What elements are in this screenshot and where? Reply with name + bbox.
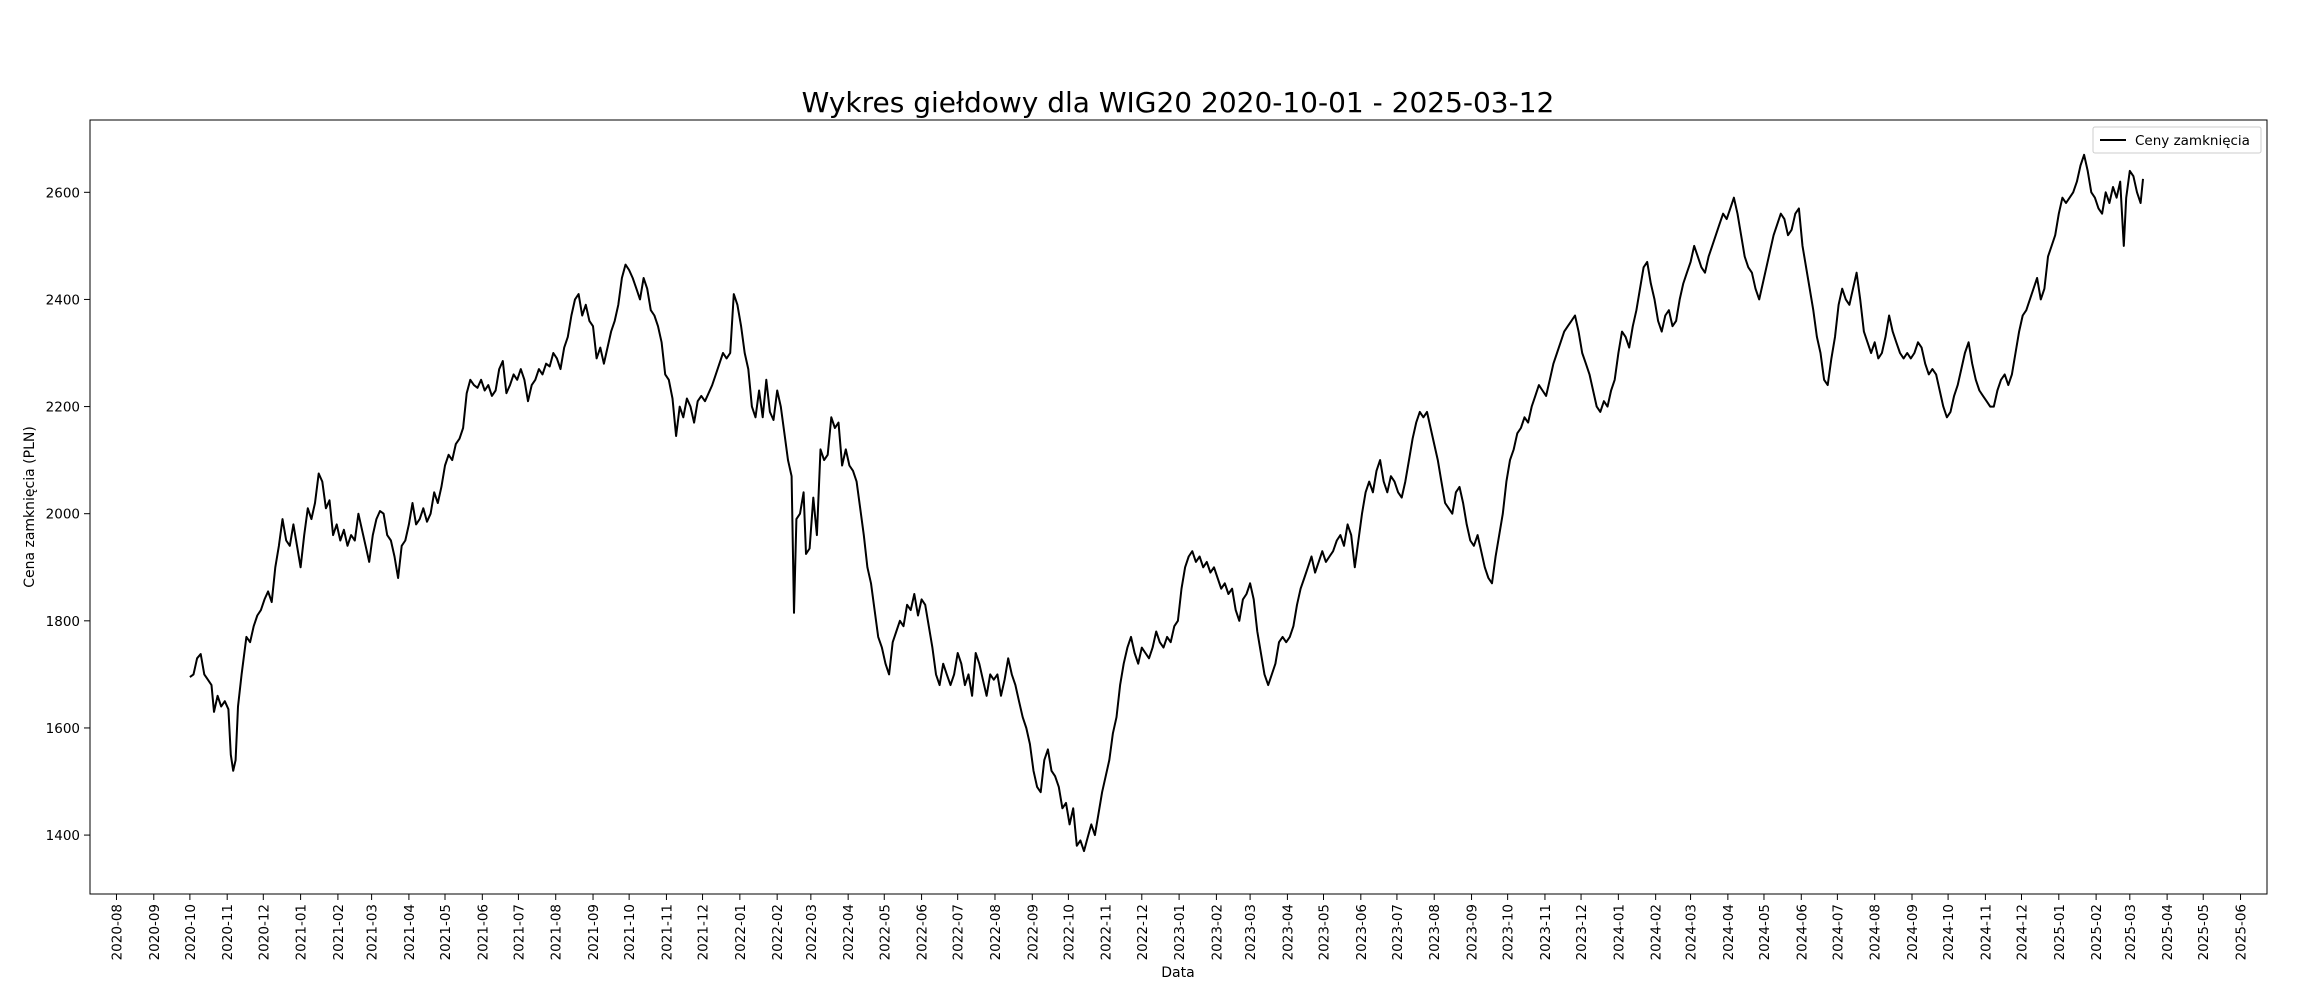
x-tick-label: 2020-10 — [183, 904, 199, 960]
x-tick-label: 2021-12 — [696, 904, 712, 960]
x-tick-label: 2024-10 — [1941, 904, 1957, 960]
legend-box — [2092, 126, 2262, 154]
x-tick-label: 2022-06 — [915, 904, 931, 960]
y-tick-label: 2600 — [46, 185, 80, 201]
x-tick-label: 2024-06 — [1794, 904, 1810, 960]
x-tick-label: 2023-01 — [1172, 904, 1188, 960]
x-tick-label: 2021-08 — [549, 904, 565, 960]
y-axis-label: Cena zamknięcia (PLN) — [22, 426, 38, 588]
y-tick-label: 2400 — [46, 292, 80, 308]
x-tick-label: 2024-02 — [1649, 904, 1665, 960]
x-tick-label: 2023-09 — [1465, 904, 1481, 960]
x-tick-label: 2022-11 — [1099, 904, 1115, 960]
x-tick-label: 2021-07 — [511, 904, 527, 960]
x-tick-label: 2023-06 — [1354, 904, 1370, 960]
legend: Ceny zamknięcia — [2092, 126, 2262, 154]
x-tick-label: 2023-02 — [1209, 904, 1225, 960]
y-tick-label: 1600 — [46, 721, 80, 737]
x-tick-label: 2024-07 — [1830, 904, 1846, 960]
x-tick-label: 2024-05 — [1757, 904, 1773, 960]
x-tick-label: 2023-10 — [1501, 904, 1517, 960]
x-tick-label: 2022-03 — [804, 904, 820, 960]
x-tick-label: 2021-01 — [294, 904, 310, 960]
x-axis-label: Data — [1161, 965, 1194, 981]
x-tick-label: 2023-07 — [1390, 904, 1406, 960]
y-axis: 1400 1600 1800 2000 2200 2400 2600 — [46, 185, 90, 844]
x-tick-label: 2023-12 — [1574, 904, 1590, 960]
y-tick-label: 1800 — [46, 614, 80, 630]
x-tick-label: 2022-09 — [1025, 904, 1041, 960]
x-tick-label: 2022-12 — [1135, 904, 1151, 960]
x-tick-label: 2021-11 — [659, 904, 675, 960]
x-tick-label: 2025-05 — [2196, 904, 2212, 960]
x-tick-label: 2024-11 — [1978, 904, 1994, 960]
y-tick-label: 2000 — [46, 507, 80, 523]
x-tick-label: 2021-06 — [475, 904, 491, 960]
x-tick-label: 2025-02 — [2089, 904, 2105, 960]
x-tick-label: 2023-11 — [1538, 904, 1554, 960]
x-tick-label: 2021-03 — [365, 904, 381, 960]
x-tick-label: 2022-07 — [951, 904, 967, 960]
x-tick-label: 2024-03 — [1684, 904, 1700, 960]
x-tick-label: 2022-05 — [877, 904, 893, 960]
chart-title: Wykres giełdowy dla WIG20 2020-10-01 - 2… — [802, 86, 1555, 119]
x-tick-label: 2020-08 — [109, 904, 125, 960]
x-tick-label: 2025-01 — [2052, 904, 2068, 960]
x-tick-label: 2022-08 — [988, 904, 1004, 960]
y-tick-label: 1400 — [46, 828, 80, 844]
x-tick-label: 2022-04 — [841, 904, 857, 960]
x-tick-label: 2025-04 — [2160, 904, 2176, 960]
x-tick-label: 2022-01 — [733, 904, 749, 960]
x-tick-label: 2020-12 — [256, 904, 272, 960]
x-tick-label: 2024-09 — [1905, 904, 1921, 960]
x-tick-label: 2021-04 — [402, 904, 418, 960]
x-tick-label: 2021-05 — [438, 904, 454, 960]
x-tick-label: 2021-09 — [586, 904, 602, 960]
x-tick-label: 2025-06 — [2234, 904, 2250, 960]
x-axis: 2020-08 2020-09 2020-10 2020-11 2020-12 2021-… — [109, 894, 2250, 960]
x-tick-label: 2022-10 — [1061, 904, 1077, 960]
x-tick-label: 2023-04 — [1280, 904, 1296, 960]
plot-area-frame — [89, 119, 2268, 895]
x-tick-label: 2022-02 — [770, 904, 786, 960]
x-tick-label: 2024-01 — [1611, 904, 1627, 960]
x-tick-label: 2024-04 — [1721, 904, 1737, 960]
x-tick-label: 2021-02 — [331, 904, 347, 960]
x-tick-label: 2023-08 — [1427, 904, 1443, 960]
series-line-ceny-zamkniecia — [189, 153, 2144, 853]
x-tick-label: 2024-08 — [1868, 904, 1884, 960]
x-tick-label: 2025-03 — [2123, 904, 2139, 960]
y-tick-label: 2200 — [46, 400, 80, 416]
x-tick-label: 2020-09 — [147, 904, 163, 960]
x-tick-label: 2023-05 — [1317, 904, 1333, 960]
x-tick-label: 2020-11 — [220, 904, 236, 960]
x-tick-label: 2024-12 — [2015, 904, 2031, 960]
x-tick-label: 2023-03 — [1243, 904, 1259, 960]
x-tick-label: 2021-10 — [622, 904, 638, 960]
legend-label: Ceny zamknięcia — [2135, 133, 2250, 149]
